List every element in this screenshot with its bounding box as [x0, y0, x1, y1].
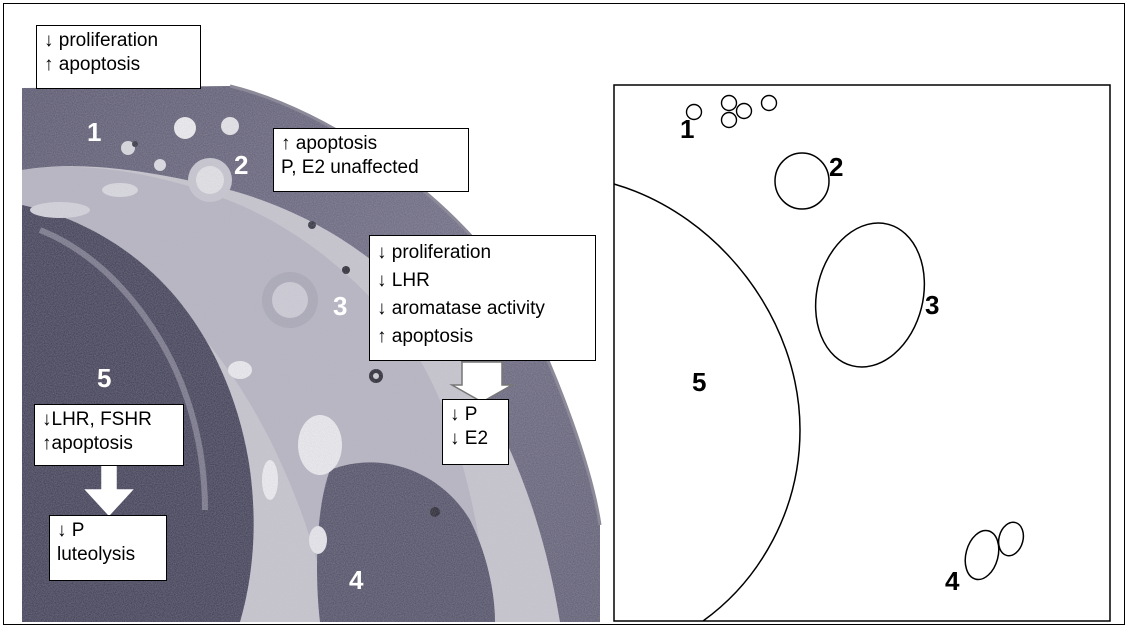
micrograph-label-2: 2 — [234, 150, 249, 180]
stage5-outcome-line: ↓ P — [57, 520, 85, 541]
stage3-outcome-line: ↓ E2 — [450, 428, 489, 449]
stage2-effects-box: ↑ apoptosis P, E2 unaffected — [273, 128, 469, 192]
micrograph-label-5: 5 — [97, 363, 112, 393]
schematic-label-1: 1 — [680, 114, 695, 144]
stage3-effect-line: ↑ apoptosis — [377, 326, 474, 347]
stage1-effect-line: ↓ proliferation — [44, 30, 159, 51]
stage3-outcome-line: ↓ P — [450, 404, 478, 425]
micrograph-label-4: 4 — [349, 565, 364, 595]
schematic-label-4: 4 — [945, 566, 960, 596]
stage1-effect-line: ↑ apoptosis — [44, 54, 141, 75]
micrograph-label-1: 1 — [87, 117, 102, 147]
stage5-outcome-box: ↓ P luteolysis — [49, 515, 167, 581]
figure-frame — [3, 3, 1125, 625]
stage3-effects-box: ↓ proliferation ↓ LHR ↓ aromatase activi… — [369, 235, 596, 361]
schematic-label-3: 3 — [925, 290, 940, 320]
arrow-stage3-outcome — [449, 361, 515, 403]
stage5-effect-line: ↓LHR, FSHR — [42, 409, 152, 430]
stage1-effects-box: ↓ proliferation ↑ apoptosis — [36, 25, 201, 89]
stage3-effect-line: ↓ aromatase activity — [377, 298, 545, 319]
schematic-label-5: 5 — [692, 367, 707, 397]
arrow-stage5-outcome — [84, 461, 134, 517]
stage2-effect-line: ↑ apoptosis — [281, 133, 378, 154]
stage5-outcome-line: luteolysis — [57, 544, 136, 565]
stage3-effect-line: ↓ proliferation — [377, 242, 492, 263]
stage3-outcome-box: ↓ P ↓ E2 — [442, 399, 509, 465]
stage5-effects-box: ↓LHR, FSHR ↑apoptosis — [34, 404, 184, 466]
stage5-effect-line: ↑apoptosis — [42, 433, 133, 454]
micrograph-label-3: 3 — [333, 291, 348, 321]
stage2-effect-line: P, E2 unaffected — [281, 157, 419, 178]
schematic-label-2: 2 — [829, 152, 844, 182]
stage3-effect-line: ↓ LHR — [377, 270, 430, 291]
